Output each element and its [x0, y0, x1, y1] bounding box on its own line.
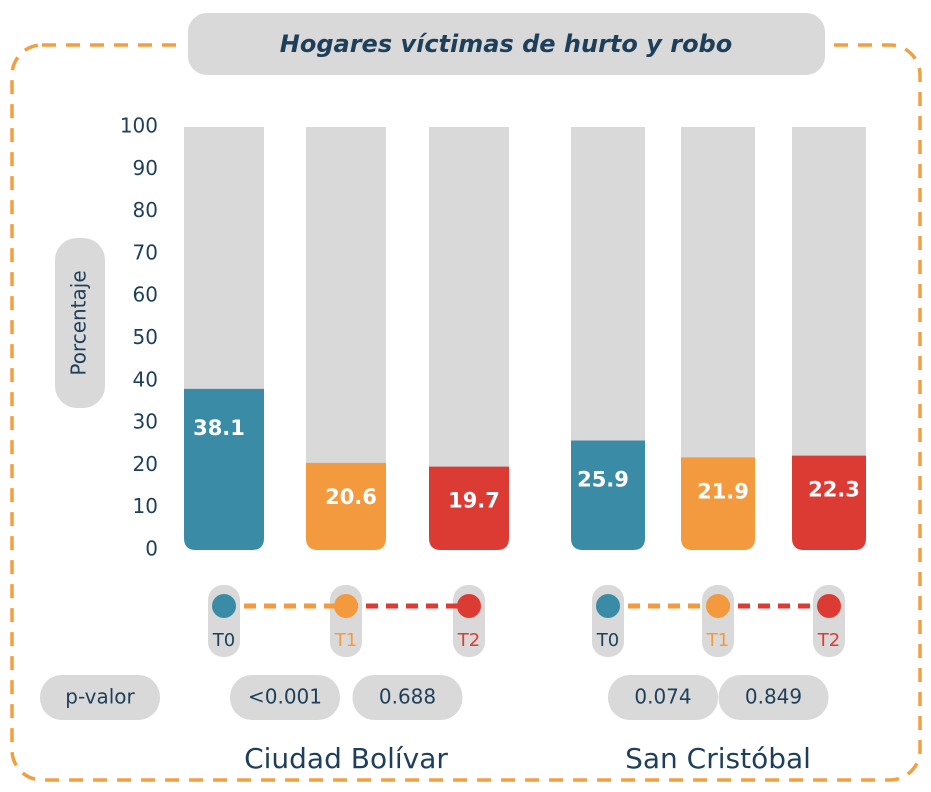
- legend-label: T0: [596, 630, 619, 651]
- chart-title: Hogares víctimas de hurto y robo: [280, 30, 732, 58]
- bar-background: [792, 127, 866, 550]
- bar: [429, 466, 509, 550]
- bar: [571, 440, 645, 550]
- group-label: San Cristóbal: [625, 742, 811, 775]
- y-tick-label: 80: [133, 198, 158, 222]
- y-axis-label: Porcentaje: [67, 270, 91, 375]
- legend-label: T1: [706, 630, 729, 651]
- y-tick-label: 20: [133, 452, 158, 476]
- bar-background: [681, 127, 755, 550]
- bar: [184, 388, 264, 550]
- p-value-pill: [718, 675, 829, 720]
- y-label-pill: [55, 238, 105, 408]
- data-label: 22.3: [808, 478, 860, 502]
- bar: [306, 462, 386, 550]
- data-label: 38.1: [193, 416, 245, 440]
- p-value-label: p-valor: [65, 685, 135, 709]
- legend-dot: [817, 594, 841, 618]
- y-tick-label: 0: [145, 537, 158, 561]
- bar: [792, 455, 866, 550]
- p-value: 0.074: [634, 685, 691, 709]
- data-label: 20.6: [325, 485, 377, 509]
- legend-dot: [706, 594, 730, 618]
- p-value: 0.849: [745, 685, 802, 709]
- y-tick-label: 90: [133, 156, 158, 180]
- frame: [10, 43, 922, 782]
- bar-background: [429, 127, 509, 550]
- p-value: 0.688: [379, 685, 436, 709]
- legend-label: T2: [457, 630, 480, 651]
- group-label: Ciudad Bolívar: [244, 742, 448, 775]
- legend-label: T0: [212, 630, 235, 651]
- title-pill: [182, 7, 831, 81]
- legend-dot: [457, 594, 481, 618]
- legend-dot: [212, 594, 236, 618]
- p-value-pill: [352, 675, 463, 720]
- bar-background: [306, 127, 386, 550]
- y-tick-label: 100: [120, 114, 158, 138]
- legend-dot: [596, 594, 620, 618]
- data-label: 19.7: [448, 489, 500, 513]
- y-tick-label: 60: [133, 283, 158, 307]
- p-value-pill: [608, 675, 718, 720]
- data-label: 21.9: [697, 479, 749, 503]
- y-tick-label: 10: [133, 494, 158, 518]
- data-label: 25.9: [577, 467, 629, 491]
- y-tick-label: 70: [133, 240, 158, 264]
- p-value: <0.001: [248, 685, 322, 709]
- p-value-pill: [230, 675, 340, 720]
- legend-dot: [334, 594, 358, 618]
- bar: [681, 457, 755, 550]
- legend-label: T1: [334, 630, 357, 651]
- y-tick-label: 40: [133, 367, 158, 391]
- y-tick-label: 50: [133, 325, 158, 349]
- y-tick-label: 30: [133, 410, 158, 434]
- legend-label: T2: [817, 630, 840, 651]
- p-label-pill: [40, 675, 160, 720]
